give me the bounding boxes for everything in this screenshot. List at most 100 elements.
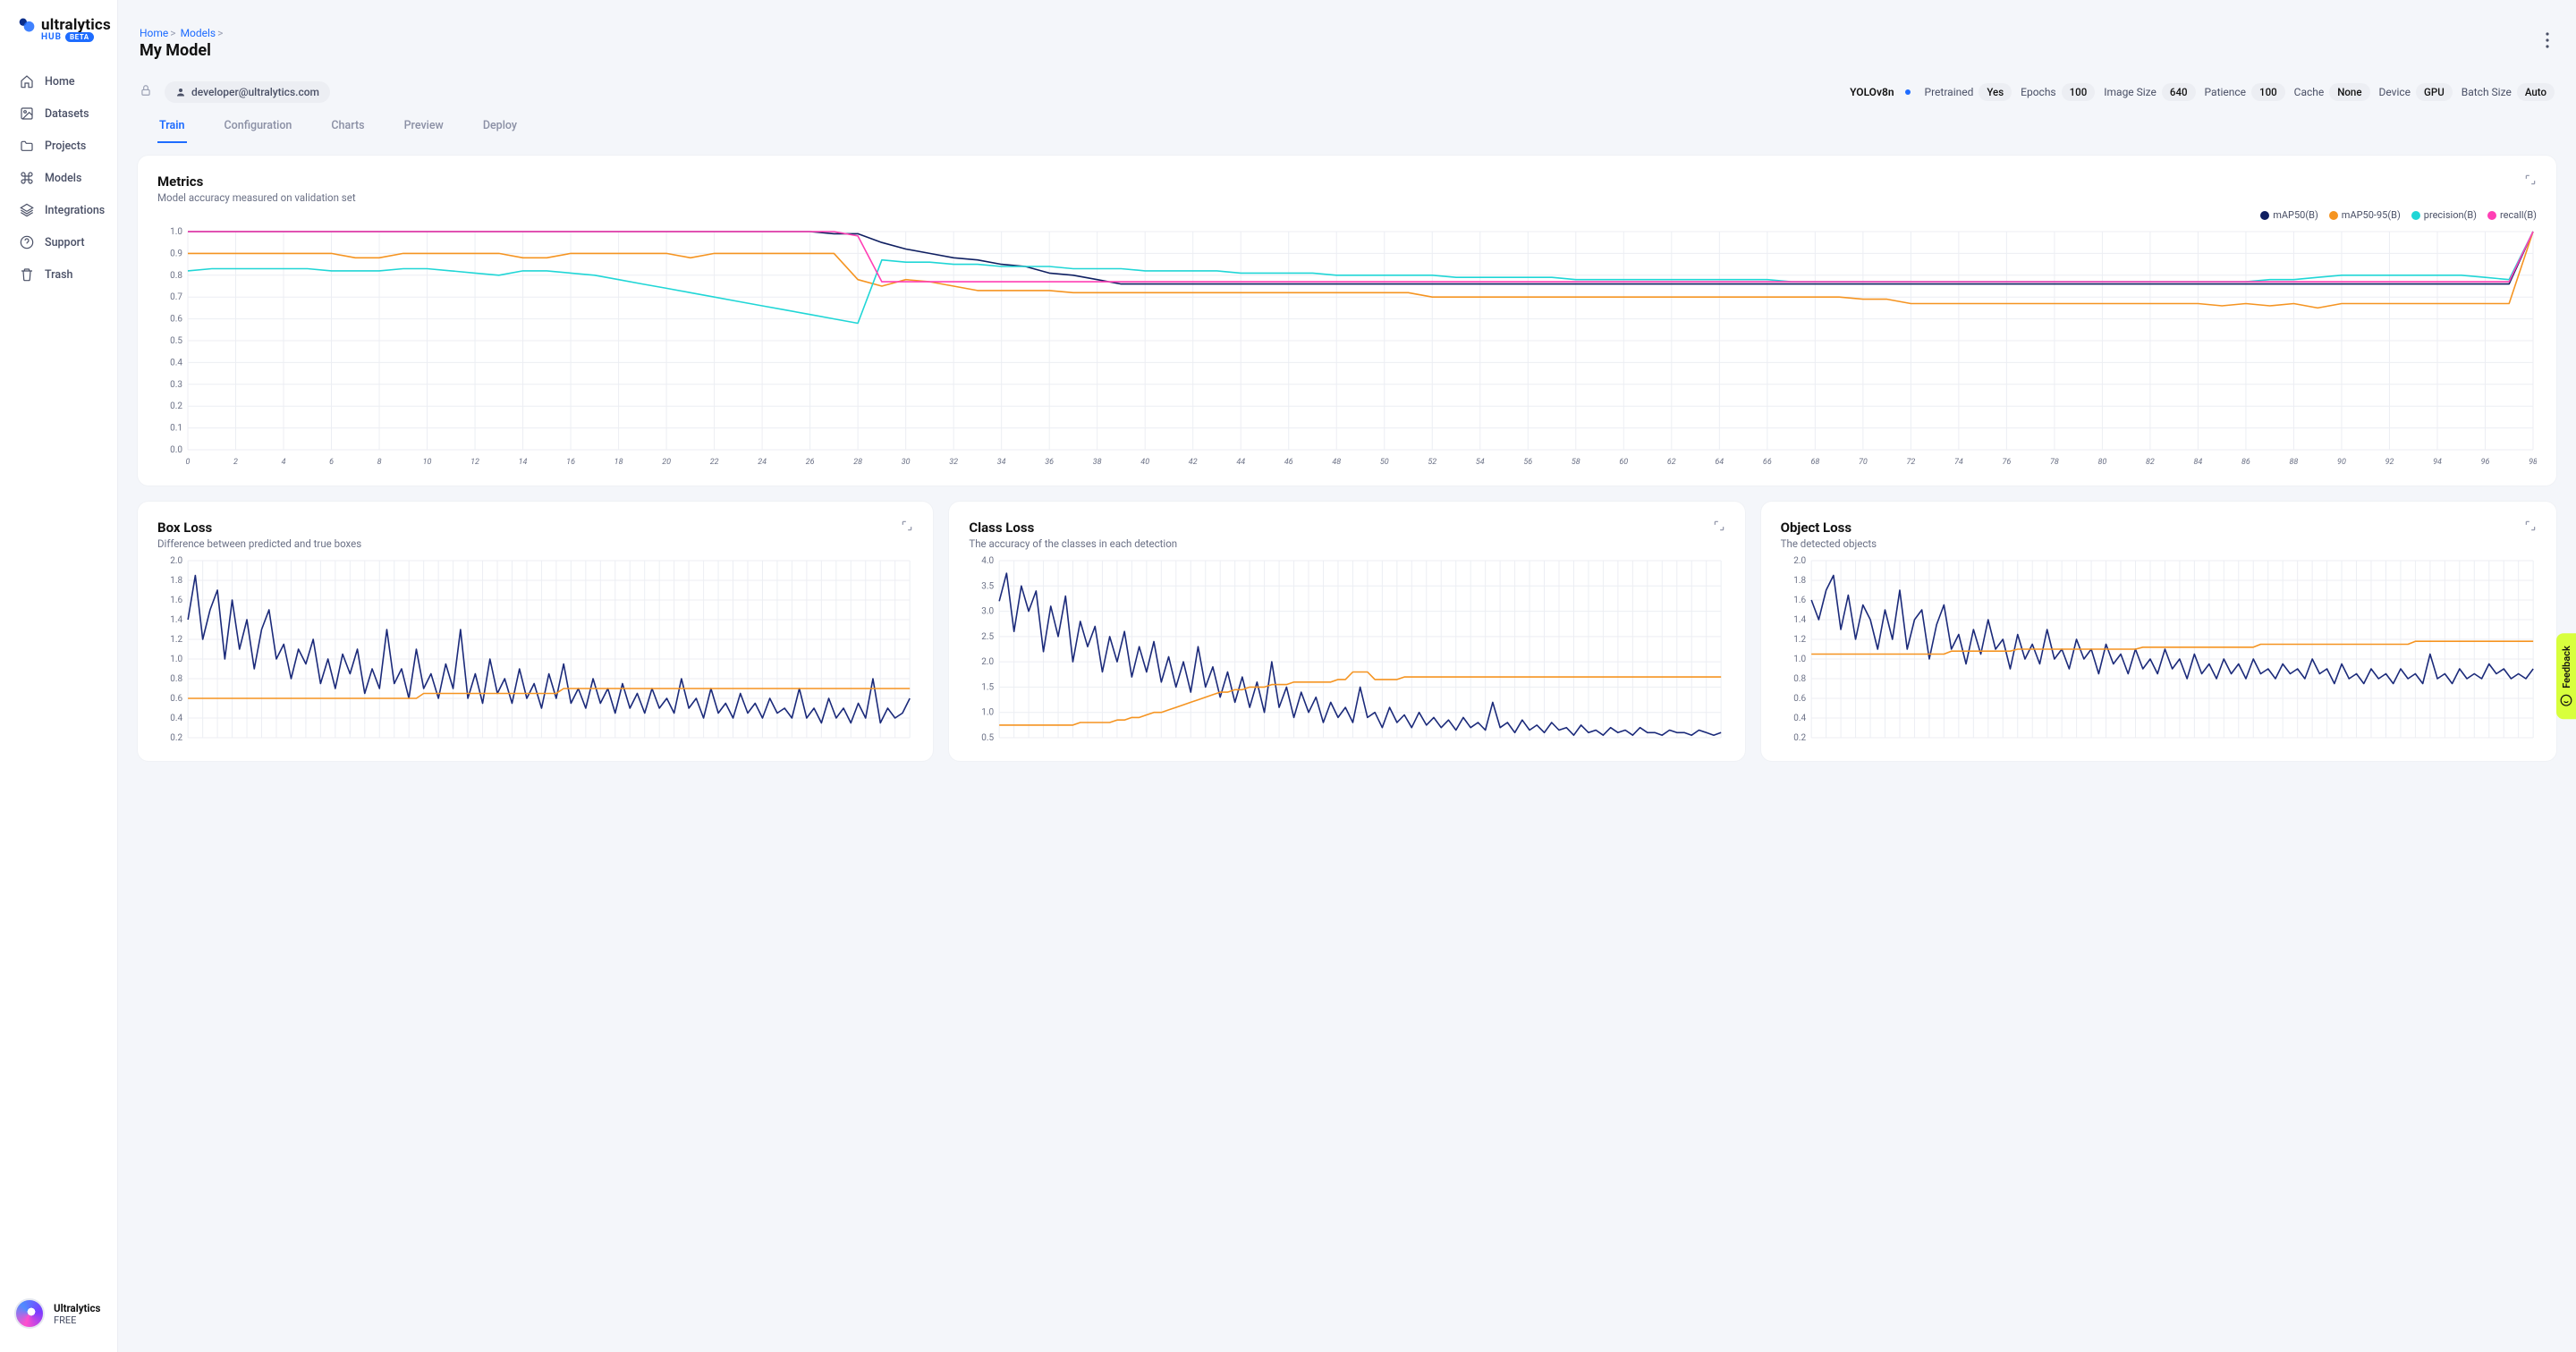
svg-text:42: 42	[1189, 458, 1198, 467]
param-label: Batch Size	[2462, 86, 2512, 98]
expand-icon	[2524, 173, 2537, 186]
home-icon	[20, 74, 34, 89]
param-label: Device	[2379, 86, 2411, 98]
nav-label: Models	[45, 172, 81, 185]
metrics-card: Metrics Model accuracy measured on valid…	[138, 156, 2556, 486]
param-label: Pretrained	[1925, 86, 1974, 98]
legend-label: recall(B)	[2500, 209, 2537, 221]
svg-text:18: 18	[614, 458, 623, 467]
nav-label: Home	[45, 75, 75, 89]
svg-text:8: 8	[377, 458, 382, 467]
nav-label: Projects	[45, 139, 86, 153]
svg-text:1.8: 1.8	[1793, 576, 1806, 586]
nav-item-trash[interactable]: Trash	[0, 258, 117, 291]
svg-text:0.4: 0.4	[1793, 714, 1806, 723]
expand-button[interactable]	[901, 520, 913, 536]
svg-text:0.6: 0.6	[1793, 694, 1806, 704]
svg-text:1.0: 1.0	[982, 708, 995, 718]
legend-dot	[2411, 211, 2420, 220]
svg-text:0.4: 0.4	[170, 358, 182, 368]
param-label: Cache	[2294, 86, 2325, 98]
logo-icon	[18, 16, 36, 34]
svg-text:6: 6	[329, 458, 334, 467]
svg-text:0.2: 0.2	[170, 733, 182, 743]
legend-item[interactable]: recall(B)	[2487, 209, 2537, 221]
svg-text:30: 30	[902, 458, 911, 467]
param-label: Epochs	[2021, 86, 2056, 98]
nav-label: Trash	[45, 268, 73, 282]
expand-button[interactable]	[2524, 520, 2537, 536]
metrics-chart: 0.00.10.20.30.40.50.60.70.80.91.00246810…	[157, 226, 2537, 468]
crumb-home[interactable]: Home	[140, 27, 168, 39]
param-value: None	[2329, 83, 2369, 101]
legend-item[interactable]: mAP50-95(B)	[2329, 209, 2401, 221]
nav-item-datasets[interactable]: Datasets	[0, 97, 117, 130]
param-cache: Cache None	[2294, 83, 2370, 101]
svg-text:2: 2	[233, 458, 238, 467]
param-patience: Patience100	[2205, 83, 2285, 101]
layers-icon	[20, 203, 34, 217]
legend-label: precision(B)	[2424, 209, 2477, 221]
expand-icon	[901, 520, 913, 532]
loss-chart-1: 0.51.01.52.02.53.03.54.0	[969, 555, 1724, 743]
tab-charts[interactable]: Charts	[329, 119, 366, 143]
svg-text:0.5: 0.5	[982, 733, 995, 743]
svg-text:62: 62	[1667, 458, 1676, 467]
svg-text:0.6: 0.6	[170, 694, 182, 704]
svg-text:44: 44	[1236, 458, 1245, 467]
nav-item-integrations[interactable]: Integrations	[0, 194, 117, 226]
sidebar-footer[interactable]: Ultralytics FREE	[0, 1288, 117, 1339]
trash-icon	[20, 267, 34, 282]
nav-item-support[interactable]: Support	[0, 226, 117, 258]
svg-text:2.0: 2.0	[170, 556, 182, 566]
avatar	[14, 1298, 45, 1329]
svg-text:1.0: 1.0	[170, 655, 182, 664]
user-chip[interactable]: developer@ultralytics.com	[165, 81, 330, 103]
svg-text:28: 28	[853, 458, 862, 467]
legend-dot	[2329, 211, 2338, 220]
feedback-button[interactable]: Feedback	[2556, 633, 2576, 719]
nav-item-projects[interactable]: Projects	[0, 130, 117, 162]
nav-label: Support	[45, 236, 85, 249]
legend-dot	[2487, 211, 2496, 220]
svg-text:0.3: 0.3	[170, 380, 182, 390]
svg-text:94: 94	[2433, 458, 2442, 467]
command-icon	[20, 171, 34, 185]
nav-item-models[interactable]: Models	[0, 162, 117, 194]
svg-text:34: 34	[997, 458, 1006, 467]
expand-button[interactable]	[2524, 173, 2537, 190]
svg-text:58: 58	[1572, 458, 1580, 467]
svg-text:54: 54	[1476, 458, 1485, 467]
tabs: Train Configuration Charts Preview Deploy	[138, 103, 2556, 143]
crumb-models[interactable]: Models	[181, 27, 216, 39]
metrics-title: Metrics	[157, 173, 356, 190]
nav-item-home[interactable]: Home	[0, 65, 117, 97]
svg-text:88: 88	[2290, 458, 2299, 467]
svg-text:0.1: 0.1	[170, 424, 182, 434]
breadcrumb: Home> Models>	[140, 27, 225, 39]
legend-item[interactable]: precision(B)	[2411, 209, 2477, 221]
svg-text:84: 84	[2194, 458, 2203, 467]
expand-button[interactable]	[1713, 520, 1725, 536]
param-value: 100	[2062, 83, 2096, 101]
svg-text:0.8: 0.8	[170, 674, 182, 684]
svg-text:2.0: 2.0	[1793, 556, 1806, 566]
tab-deploy[interactable]: Deploy	[481, 119, 519, 143]
tab-preview[interactable]: Preview	[402, 119, 445, 143]
brand-name: ultralytics	[41, 16, 111, 34]
legend-item[interactable]: mAP50(B)	[2260, 209, 2318, 221]
loss-subtitle: The detected objects	[1781, 537, 1877, 550]
svg-text:1.6: 1.6	[1793, 596, 1806, 605]
tab-configuration[interactable]: Configuration	[223, 119, 294, 143]
svg-text:60: 60	[1619, 458, 1628, 467]
lock-icon	[140, 84, 152, 100]
more-button[interactable]	[2540, 27, 2555, 57]
logo[interactable]: ultralytics HUB BETA	[0, 16, 117, 60]
svg-text:26: 26	[806, 458, 815, 467]
tab-train[interactable]: Train	[157, 119, 187, 143]
svg-text:1.4: 1.4	[1793, 615, 1806, 625]
svg-text:0.4: 0.4	[170, 714, 182, 723]
svg-text:1.4: 1.4	[170, 615, 182, 625]
status-dot	[1905, 89, 1911, 95]
footer-plan: FREE	[54, 1314, 100, 1326]
